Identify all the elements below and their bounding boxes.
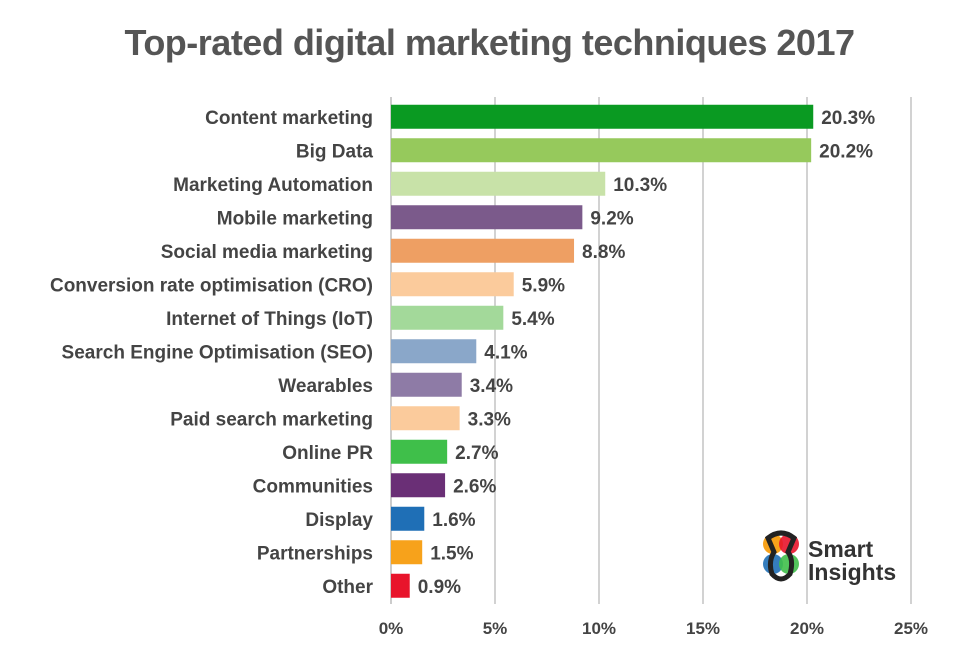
value-label: 8.8% [582, 242, 625, 263]
bar [391, 473, 446, 498]
category-label: Partnerships [257, 543, 373, 564]
value-label: 1.6% [432, 510, 475, 531]
x-axis-tick-labels: 0% 5% 10% 15% 20% 25% [379, 619, 928, 638]
value-label: 1.5% [430, 543, 473, 564]
value-label: 9.2% [590, 208, 633, 229]
bar [391, 540, 423, 565]
logo-text-insights: Insights [808, 559, 897, 585]
x-tick-label: 20% [790, 619, 824, 638]
category-label: Paid search marketing [170, 409, 373, 430]
logo-mark-icon [763, 530, 799, 582]
category-label: Social media marketing [161, 242, 373, 263]
bar [391, 272, 514, 297]
value-labels: 20.3% 20.2% 10.3% 9.2% 8.8% 5.9% 5.4% 4.1% 3.4% 3… [418, 108, 875, 598]
bar [391, 104, 814, 129]
bar [391, 439, 448, 464]
chart-title: Top-rated digital marketing techniques 2… [124, 22, 856, 63]
value-label: 0.9% [418, 577, 461, 598]
category-label: Online PR [282, 443, 373, 464]
x-tick-label: 0% [379, 619, 404, 638]
category-label: Marketing Automation [173, 175, 373, 196]
category-label: Big Data [296, 141, 374, 162]
category-label: Search Engine Optimisation (SEO) [62, 342, 373, 363]
value-label: 3.4% [470, 376, 513, 397]
value-label: 5.9% [522, 275, 565, 296]
value-label: 2.6% [453, 476, 496, 497]
category-label: Conversion rate optimisation (CRO) [50, 275, 373, 296]
bar [391, 305, 504, 330]
category-label: Communities [253, 476, 373, 497]
value-label: 20.2% [819, 141, 873, 162]
value-label: 5.4% [511, 309, 554, 330]
category-label: Internet of Things (IoT) [166, 309, 373, 330]
bar [391, 171, 606, 196]
smart-insights-logo: Smart Insights [760, 528, 920, 598]
x-tick-label: 5% [483, 619, 508, 638]
x-tick-label: 15% [686, 619, 720, 638]
bar [391, 372, 462, 397]
category-label: Mobile marketing [217, 208, 373, 229]
x-tick-label: 10% [582, 619, 616, 638]
logo-text-smart: Smart [808, 536, 874, 562]
bar [391, 205, 583, 230]
value-label: 10.3% [613, 175, 667, 196]
bar [391, 339, 477, 364]
bar [391, 238, 575, 263]
value-label: 3.3% [468, 409, 511, 430]
bar [391, 138, 812, 163]
bar [391, 506, 425, 531]
value-label: 20.3% [821, 108, 875, 129]
value-label: 4.1% [484, 342, 527, 363]
category-label: Display [305, 510, 373, 531]
bars [391, 104, 814, 598]
bar [391, 573, 410, 598]
x-tick-label: 25% [894, 619, 928, 638]
value-label: 2.7% [455, 443, 498, 464]
category-label: Other [322, 577, 373, 598]
category-label: Content marketing [205, 108, 373, 129]
category-labels: Content marketing Big Data Marketing Autom… [50, 108, 374, 598]
bar [391, 406, 460, 431]
category-label: Wearables [278, 376, 373, 397]
